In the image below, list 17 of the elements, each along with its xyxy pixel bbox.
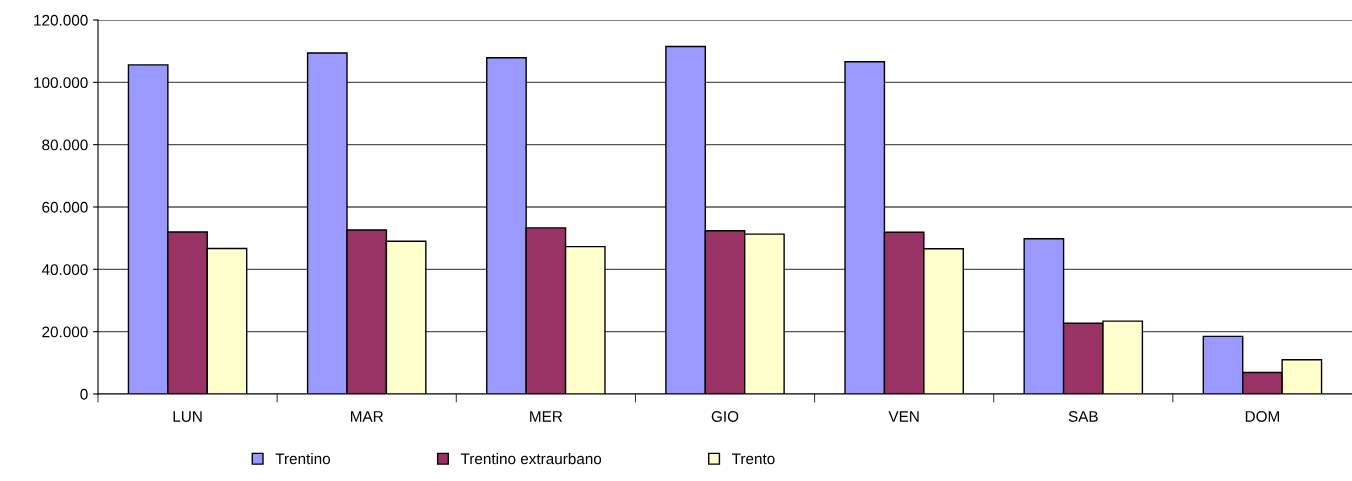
x-tick-label: SAB <box>1068 411 1098 422</box>
x-tick-label: VEN <box>888 411 919 422</box>
y-tick-label: 80.000 <box>42 139 88 151</box>
y-tick-label: 60.000 <box>42 201 88 213</box>
x-tick-label: MER <box>530 411 563 422</box>
y-tick-label: 120.000 <box>34 14 88 26</box>
y-tick-label: 40.000 <box>41 264 88 276</box>
x-tick-label: LUN <box>173 411 202 422</box>
x-tick-label: GIO <box>711 411 739 422</box>
y-tick-label: 20.000 <box>42 326 88 338</box>
legend-label: Trentino <box>275 453 331 465</box>
y-tick-label: 100.000 <box>34 77 88 89</box>
legend-label: Trento <box>731 453 775 465</box>
x-tick-label: MAR <box>350 411 383 422</box>
x-tick-label: DOM <box>1245 411 1279 422</box>
legend-label: Trentino extraurbano <box>460 453 602 465</box>
y-tick-label: 0 <box>80 388 88 400</box>
